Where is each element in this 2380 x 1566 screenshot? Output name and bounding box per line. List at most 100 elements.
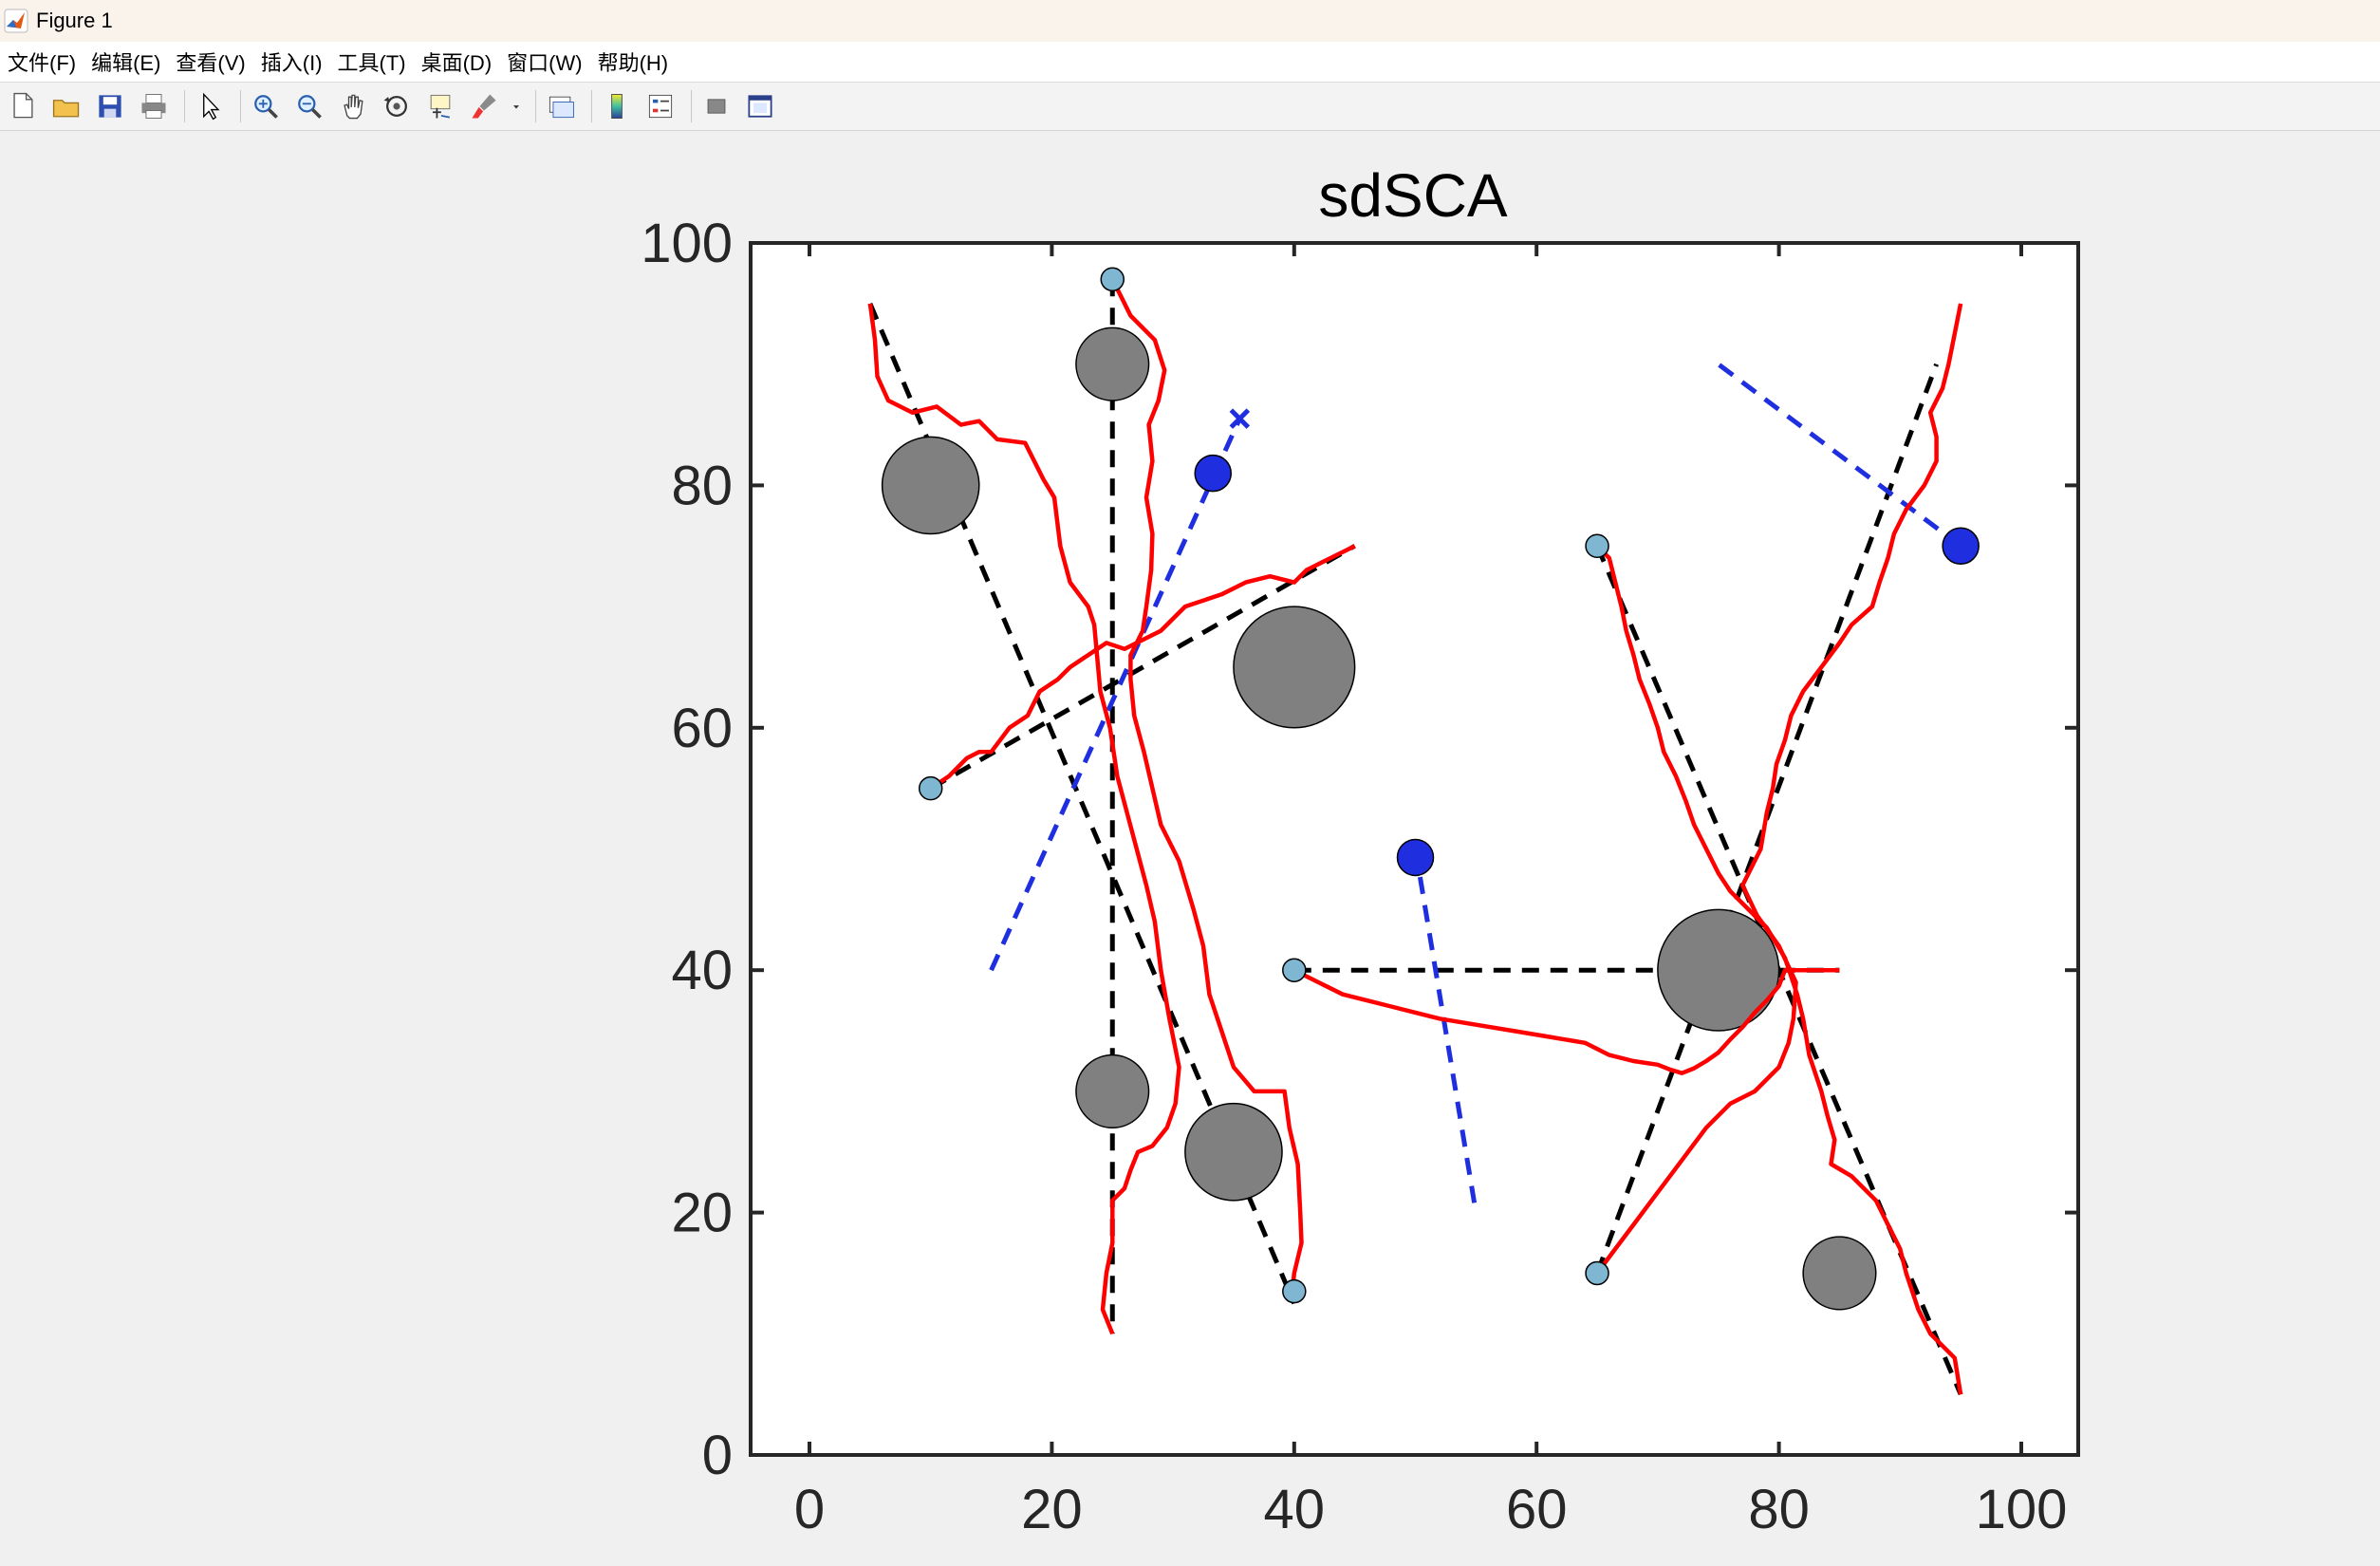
menu-item-1[interactable]: 编辑(E) [91, 51, 161, 75]
colorbar-icon [611, 94, 623, 119]
menu-item-4[interactable]: 工具(T) [337, 51, 406, 75]
menu-item-5[interactable]: 桌面(D) [420, 51, 493, 75]
save-icon [99, 95, 121, 118]
matlab-logo-icon [4, 9, 28, 33]
toolbar-separator [691, 90, 692, 122]
obstacle-3 [1075, 1053, 1150, 1128]
show-plot-tools-button[interactable] [741, 87, 779, 125]
trajectory-0 [867, 303, 1181, 1335]
chart-title: sdSCA [1318, 161, 1508, 230]
axes-border [749, 241, 2080, 1457]
zoom-out-icon [298, 95, 322, 119]
open-file-button[interactable] [47, 87, 85, 125]
start-point-3 [1282, 1278, 1307, 1304]
figure-toolbar [0, 82, 2380, 131]
static-obstacles [881, 326, 1877, 1311]
axes-frame [749, 241, 2080, 1457]
link-plot-icon [549, 96, 574, 119]
trajectory-2 [929, 544, 1356, 791]
menu-bar: 文件(F) 编辑(E) 查看(V) 插入(I) 工具(T) 桌面(D) 窗口(W) 帮助(H) [0, 42, 2380, 82]
rotate-3d-icon [383, 96, 407, 117]
open-file-icon [52, 100, 80, 118]
moving-path-end-marker-0 [1229, 408, 1251, 429]
hide-plot-tools-button[interactable] [697, 87, 735, 125]
select-arrow-button[interactable] [191, 87, 229, 125]
trajectories [867, 278, 1963, 1395]
new-figure-icon [13, 92, 33, 119]
show-plot-tools-icon [748, 95, 772, 118]
data-cursor-icon [430, 94, 451, 119]
y-tick-label: 100 [641, 213, 733, 274]
rotate-3d-button[interactable] [378, 87, 416, 125]
x-tick-label: 60 [1506, 1479, 1568, 1540]
menu-item-2[interactable]: 查看(V) [176, 51, 246, 75]
start-point-1 [918, 775, 943, 801]
toolbar-separator [535, 90, 536, 122]
pan-hand-button[interactable] [334, 87, 372, 125]
pan-hand-icon [344, 94, 363, 120]
y-tick-label: 40 [671, 940, 733, 1001]
dropdown-arrow-icon [513, 105, 519, 109]
toolbar-separator [591, 90, 592, 122]
dropdown-arrow-button[interactable] [509, 87, 524, 125]
brush-button[interactable] [465, 87, 503, 125]
hide-plot-tools-icon [707, 99, 726, 114]
menu-item-7[interactable]: 帮助(H) [597, 51, 669, 75]
moving-obstacle-paths [989, 362, 1962, 1214]
x-tick-label: 0 [794, 1479, 825, 1540]
y-tick-label: 20 [671, 1183, 733, 1244]
tick-labels: 0 20 40 60 80 100 0 20 40 60 80 100 [641, 213, 2067, 1540]
select-arrow-icon [203, 92, 220, 121]
x-tick-label: 80 [1748, 1479, 1810, 1540]
obstacle-1 [1075, 326, 1150, 401]
obstacle-6 [1802, 1236, 1877, 1311]
zoom-in-button[interactable] [247, 87, 285, 125]
moving-path-2 [1717, 362, 1962, 549]
moving-path-0 [989, 418, 1242, 972]
toolbar-separator [184, 90, 185, 122]
trajectory-5 [1595, 303, 1963, 1275]
brush-icon [472, 94, 496, 119]
menu-item-0[interactable]: 文件(F) [8, 51, 77, 75]
y-tick-label: 80 [671, 455, 733, 516]
moving-path-1 [1413, 848, 1478, 1214]
new-figure-button[interactable] [4, 87, 42, 125]
x-tick-label: 20 [1021, 1479, 1083, 1540]
legend-icon [648, 94, 673, 119]
figure-canvas: 0 20 40 60 80 100 0 20 40 60 80 100 sdSCA [641, 161, 2080, 1540]
obstacle-0 [881, 436, 980, 535]
data-cursor-button[interactable] [421, 87, 459, 125]
moving-obstacles [1194, 454, 1980, 877]
zoom-in-icon [254, 95, 278, 119]
zoom-out-button[interactable] [290, 87, 328, 125]
menu-item-3[interactable]: 插入(I) [260, 51, 323, 75]
moving-obstacle-2 [1942, 527, 1980, 565]
obstacle-2 [1233, 606, 1356, 729]
menu-item-6[interactable]: 窗口(W) [507, 51, 583, 75]
moving-obstacle-1 [1396, 838, 1435, 877]
legend-button[interactable] [641, 87, 679, 125]
y-tick-label: 60 [671, 698, 733, 759]
trajectory-3 [1292, 967, 1840, 1075]
start-point-0 [1100, 267, 1125, 292]
obstacle-5 [1657, 908, 1780, 1032]
trajectory-1 [1110, 278, 1304, 1286]
moving-obstacle-0 [1194, 454, 1232, 493]
x-tick-label: 40 [1264, 1479, 1326, 1540]
obstacle-4 [1184, 1102, 1283, 1202]
x-marker-stroke [1229, 408, 1251, 429]
start-point-2 [1282, 958, 1307, 982]
x-tick-label: 100 [1976, 1479, 2068, 1540]
print-icon [141, 94, 166, 119]
reference-line-2 [929, 544, 1356, 791]
start-points [918, 267, 1609, 1304]
y-tick-label: 0 [702, 1425, 733, 1486]
start-point-5 [1585, 1260, 1609, 1286]
window-title: Figure 1 [36, 9, 113, 32]
print-button[interactable] [135, 87, 173, 125]
start-point-4 [1585, 533, 1609, 558]
colorbar-button[interactable] [598, 87, 636, 125]
title-bar: Figure 1 [0, 0, 2380, 42]
link-plot-button[interactable] [542, 87, 580, 125]
save-button[interactable] [91, 87, 129, 125]
